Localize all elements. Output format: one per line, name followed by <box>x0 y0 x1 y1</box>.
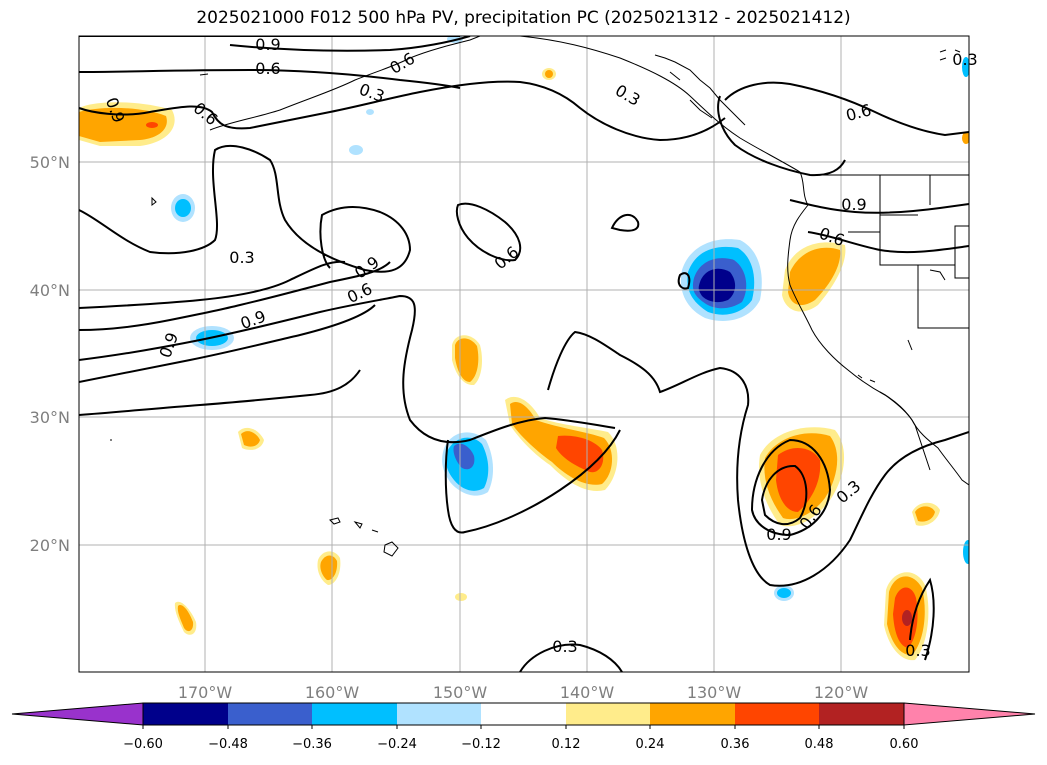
colorbar-segment <box>143 703 228 725</box>
contour-label: 0.9 <box>841 195 866 214</box>
lon-label: 120°W <box>814 683 869 702</box>
precip-negative-n2 <box>349 145 363 155</box>
colorbar-extend-low <box>11 702 144 726</box>
contour-label: 0.9 <box>255 35 280 54</box>
graticule <box>79 36 969 672</box>
lat-label: 20°N <box>30 536 70 555</box>
colorbar-segment <box>566 703 650 725</box>
lon-label: 160°W <box>305 683 360 702</box>
contour-label: 0.9 <box>238 307 268 334</box>
colorbar-segment <box>819 703 904 725</box>
colorbar-tick-label: −0.60 <box>123 737 163 752</box>
colorbar-tick-label: −0.48 <box>208 737 248 752</box>
colorbar-tick-label: 0.24 <box>636 737 665 752</box>
map-frame <box>78 35 970 673</box>
colorbar-segment <box>650 703 735 725</box>
contour-label: 0.3 <box>952 50 977 69</box>
contour-label: 0.3 <box>552 637 577 656</box>
chart-title: 2025021000 F012 500 hPa PV, precipitatio… <box>196 8 851 28</box>
contour-label: 0.6 <box>190 98 222 129</box>
colorbar-tick-label: 0.36 <box>721 737 750 752</box>
alaska-coast <box>209 36 481 131</box>
colorbar-segment <box>312 703 397 725</box>
lon-label: 140°W <box>560 683 615 702</box>
colorbar-tick-label: −0.12 <box>461 737 501 752</box>
contour-label: 0.3 <box>357 80 387 107</box>
contour-label: 0.3 <box>905 641 930 660</box>
colorbar-segment <box>397 703 481 725</box>
lat-tick-labels: 50°N 40°N 30°N 20°N <box>30 153 70 555</box>
colorbar: −0.60 −0.48 −0.36 −0.24 −0.12 0.12 0.24 … <box>11 702 1036 752</box>
lat-label: 30°N <box>30 408 70 427</box>
lon-label: 170°W <box>178 683 233 702</box>
contour-label: 0.3 <box>229 248 254 267</box>
contour-label: 0.9 <box>156 330 183 360</box>
colorbar-segment <box>481 703 566 725</box>
lat-label: 50°N <box>30 153 70 172</box>
colorbar-tick-label: 0.60 <box>890 737 919 752</box>
colorbar-extend-high <box>903 702 1036 726</box>
colorbar-tick-label: −0.24 <box>377 737 417 752</box>
colorbar-segment <box>228 703 312 725</box>
contour-label: 0.9 <box>766 525 791 544</box>
contour-label: 0.6 <box>386 49 418 78</box>
lat-label: 40°N <box>30 281 70 300</box>
contour-label: 0.6 <box>491 242 523 273</box>
lon-tick-labels: 170°W 160°W 150°W 140°W 130°W 120°W <box>178 683 869 702</box>
lon-label: 150°W <box>433 683 488 702</box>
colorbar-tick-label: −0.36 <box>292 737 332 752</box>
contour-label: 0.6 <box>844 100 874 125</box>
contour-label: 0.3 <box>612 81 644 110</box>
colorbar-tick-label: 0.12 <box>552 737 581 752</box>
precip-positive-nw-peak <box>146 122 158 128</box>
contour-label: 0.6 <box>255 59 280 78</box>
colorbar-segment <box>735 703 819 725</box>
pv-contours <box>79 36 969 672</box>
lon-label: 130°W <box>687 683 742 702</box>
precip-positive-nw-core <box>79 107 167 142</box>
contour-label: 0.9 <box>351 252 383 282</box>
contour-label: 0.6 <box>344 279 375 307</box>
colorbar-tick-label: 0.48 <box>805 737 834 752</box>
